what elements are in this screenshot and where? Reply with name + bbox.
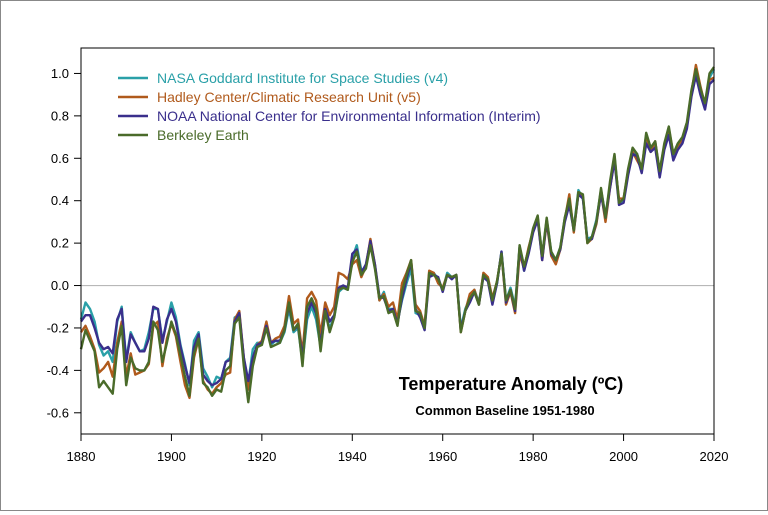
series-line-4: [79, 66, 715, 404]
y-tick-label: 1.0: [51, 66, 69, 81]
x-tick-label: 1940: [338, 449, 367, 464]
y-tick-label: -0.2: [47, 320, 69, 335]
plot-area-border: [80, 47, 715, 435]
y-tick-label: -0.4: [47, 363, 69, 378]
y-tick-label: 0.0: [51, 278, 69, 293]
y-tick-label: 0.6: [51, 151, 69, 166]
x-tick-label: 2000: [609, 449, 638, 464]
chart-title: Temperature Anomaly (ºC): [399, 374, 624, 394]
y-tick-label: -0.6: [47, 405, 69, 420]
y-tick-label: 0.4: [51, 193, 69, 208]
x-tick-label: 1900: [157, 449, 186, 464]
x-tick-label: 2020: [700, 449, 729, 464]
legend-label-3: NOAA National Center for Environmental I…: [157, 108, 541, 124]
y-tick-label: 0.8: [51, 108, 69, 123]
chart-subtitle: Common Baseline 1951-1980: [415, 403, 594, 418]
y-tick-label: 0.2: [51, 236, 69, 251]
x-tick-label: 1960: [428, 449, 457, 464]
x-tick-label: 1980: [519, 449, 548, 464]
x-tick-label: 1920: [247, 449, 276, 464]
legend-label-4: Berkeley Earth: [157, 127, 249, 143]
legend-label-1: NASA Goddard Institute for Space Studies…: [157, 70, 448, 86]
legend-label-2: Hadley Center/Climatic Research Unit (v5…: [157, 89, 421, 105]
x-tick-label: 1880: [67, 449, 96, 464]
